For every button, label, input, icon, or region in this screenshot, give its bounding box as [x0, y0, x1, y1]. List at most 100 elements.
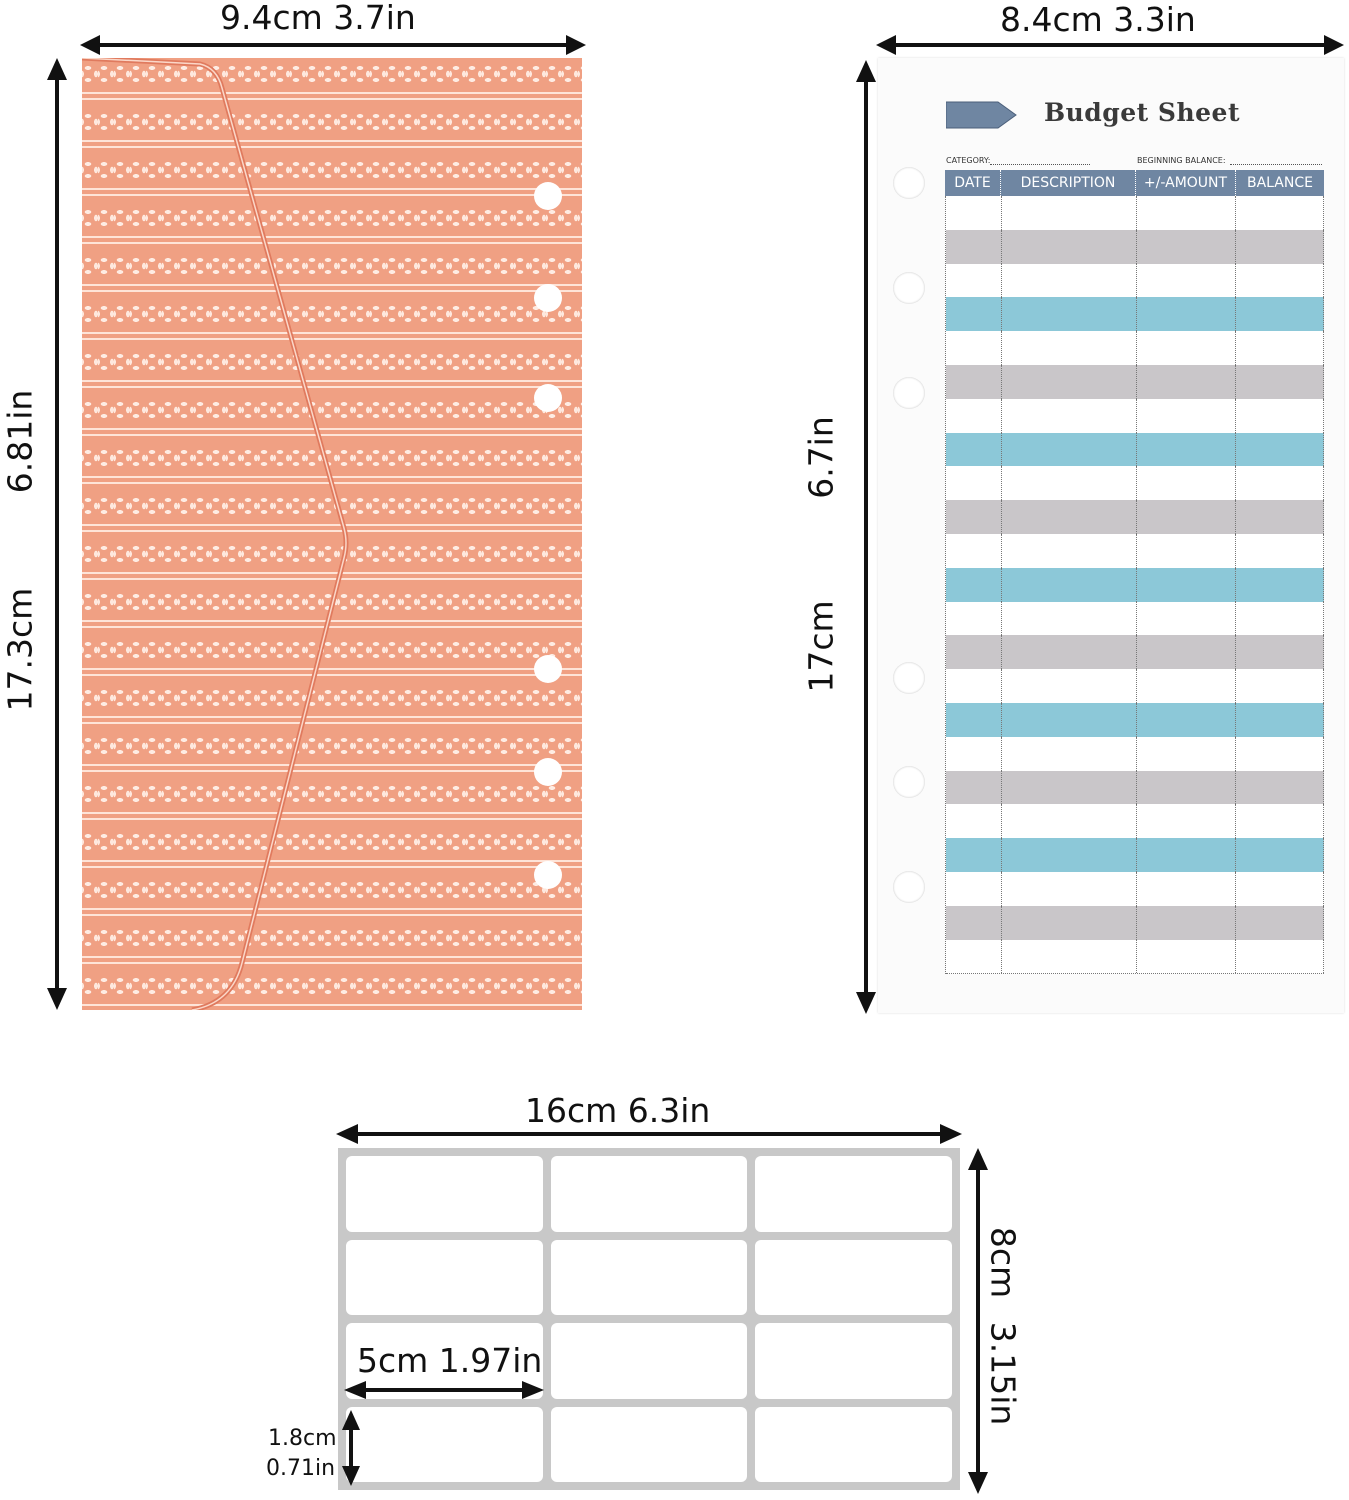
- table-cell: [1236, 297, 1324, 332]
- table-cell: [946, 398, 1002, 433]
- table-cell: [1137, 297, 1237, 332]
- table-cell: [1236, 364, 1324, 399]
- envelope-height-in-label: 6.81in: [0, 389, 40, 494]
- table-cell: [1137, 770, 1237, 805]
- table-cell: [1002, 702, 1137, 737]
- table-cell: [1236, 601, 1324, 636]
- sticker-label: [346, 1323, 543, 1399]
- table-row: [946, 669, 1324, 703]
- table-cell: [1236, 533, 1324, 568]
- sheet-height-in-label: 6.7in: [801, 416, 841, 499]
- table-row: [946, 331, 1324, 365]
- table-cell: [1002, 838, 1137, 872]
- table-cell: [1137, 500, 1237, 534]
- table-cell: [1137, 669, 1237, 703]
- cash-envelope: [82, 58, 582, 1010]
- table-cell: [946, 871, 1002, 906]
- sheet-punch-hole: [893, 662, 925, 694]
- table-cell: [1002, 466, 1137, 501]
- table-cell: [1002, 364, 1137, 399]
- table-cell: [946, 364, 1002, 399]
- column-header-balance: BALANCE: [1247, 175, 1313, 191]
- sheet-height-arrow: [855, 60, 877, 1014]
- table-cell: [1137, 905, 1237, 940]
- labels-width-label: 16cm 6.3in: [525, 1091, 711, 1130]
- table-cell: [1002, 939, 1137, 974]
- table-body: [945, 196, 1324, 975]
- labels-height-arrow: [967, 1148, 989, 1494]
- table-cell: [1236, 466, 1324, 501]
- table-row: [946, 364, 1324, 399]
- sticker-label: [550, 1323, 748, 1399]
- sheet-width-arrow: [876, 34, 1344, 56]
- table-cell: [1137, 432, 1237, 467]
- table-row: [946, 263, 1324, 298]
- table-cell: [946, 601, 1002, 636]
- table-header: DATE DESCRIPTION +/-AMOUNT BALANCE: [945, 170, 1324, 196]
- sticker-label: [550, 1156, 748, 1232]
- table-row: [946, 297, 1324, 332]
- category-label: CATEGORY:: [946, 156, 991, 165]
- labels-width-arrow: [336, 1123, 962, 1145]
- table-row: [946, 466, 1324, 501]
- beginning-balance-line: [1230, 164, 1322, 165]
- table-cell: [1002, 398, 1137, 433]
- label-sheet: [338, 1148, 960, 1490]
- table-row: [946, 432, 1324, 467]
- table-row: [946, 601, 1324, 636]
- budget-sheet: Budget Sheet CATEGORY: BEGINNING BALANCE…: [878, 58, 1344, 1013]
- table-cell: [1236, 770, 1324, 805]
- table-cell: [1002, 669, 1137, 703]
- envelope-punch-hole: [534, 284, 562, 312]
- table-cell: [1137, 466, 1237, 501]
- table-cell: [946, 905, 1002, 940]
- table-cell: [946, 567, 1002, 602]
- beginning-balance-label: BEGINNING BALANCE:: [1137, 156, 1226, 165]
- table-cell: [946, 804, 1002, 839]
- table-cell: [1002, 331, 1137, 365]
- table-cell: [1002, 229, 1137, 264]
- sheet-punch-hole: [893, 871, 925, 903]
- table-cell: [1236, 635, 1324, 670]
- table-row: [946, 229, 1324, 264]
- sticker-label: [346, 1156, 543, 1232]
- sticker-label: [346, 1239, 543, 1315]
- table-cell: [946, 533, 1002, 568]
- table-cell: [1002, 432, 1137, 467]
- table-cell: [1236, 939, 1324, 974]
- table-cell: [946, 500, 1002, 534]
- table-cell: [1137, 364, 1237, 399]
- sheet-punch-hole: [893, 272, 925, 304]
- table-cell: [1236, 838, 1324, 872]
- sheet-punch-hole: [893, 377, 925, 409]
- table-cell: [1137, 736, 1237, 771]
- table-cell: [1236, 196, 1324, 230]
- sticker-label: [550, 1239, 748, 1315]
- table-cell: [946, 297, 1002, 332]
- table-cell: [1137, 398, 1237, 433]
- sheet-title: Budget Sheet: [1044, 98, 1241, 127]
- table-cell: [1002, 263, 1137, 298]
- table-cell: [946, 635, 1002, 670]
- table-row: [946, 196, 1324, 230]
- labels-height-in-label: 3.15in: [983, 1321, 1023, 1426]
- table-cell: [1137, 567, 1237, 602]
- sheet-punch-hole: [893, 766, 925, 798]
- table-row: [946, 500, 1324, 534]
- table-cell: [1002, 905, 1137, 940]
- table-cell: [1137, 939, 1237, 974]
- envelope-punch-hole: [534, 182, 562, 210]
- envelope-punch-hole: [534, 758, 562, 786]
- table-cell: [1137, 838, 1237, 872]
- table-cell: [946, 466, 1002, 501]
- table-cell: [1137, 804, 1237, 839]
- sticker-label: [755, 1323, 952, 1399]
- table-cell: [1002, 770, 1137, 805]
- table-cell: [946, 702, 1002, 737]
- table-cell: [1002, 601, 1137, 636]
- table-cell: [946, 939, 1002, 974]
- table-row: [946, 905, 1324, 940]
- category-line: [990, 164, 1090, 165]
- arrow-tag-icon: [946, 101, 1017, 129]
- label-width-arrow: [344, 1380, 544, 1400]
